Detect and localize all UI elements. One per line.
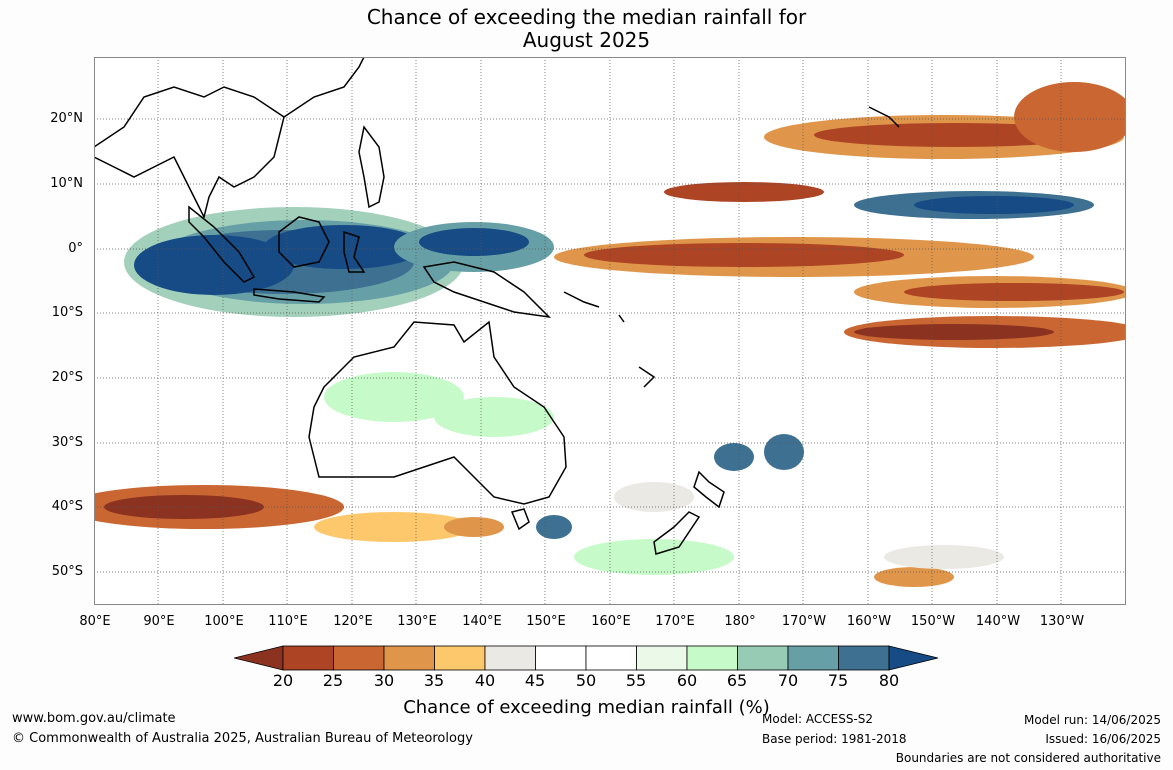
map-title-line-2: August 2025 xyxy=(522,28,651,52)
lat-label-0: 0° xyxy=(68,241,83,256)
footer-base-period: Base period: 1981-2018 xyxy=(762,732,907,746)
sulawesi-coastline xyxy=(343,230,366,273)
lon-label-120e: 120°E xyxy=(333,614,373,629)
footer-model-run: Model run: 14/06/2025 xyxy=(1023,713,1161,727)
colorbar-cell xyxy=(585,645,637,671)
lat-label-50s: 50°S xyxy=(51,564,83,579)
map-title-line-1: Chance of exceeding the median rainfall … xyxy=(366,5,807,29)
colorbar-cell xyxy=(838,645,890,671)
colorbar-label-35: 35 xyxy=(423,671,445,690)
colorbar-label-20: 20 xyxy=(272,671,294,690)
colorbar-label-25: 25 xyxy=(322,671,344,690)
footer-website: www.bom.gov.au/climate xyxy=(12,711,176,726)
rainfall-map xyxy=(94,57,1126,605)
hawaii-coastline xyxy=(868,106,900,128)
colorbar-label-60: 60 xyxy=(676,671,698,690)
vanuatu-coastline xyxy=(618,314,625,323)
lon-label-90e: 90°E xyxy=(143,614,175,629)
colorbar-cell xyxy=(282,645,334,671)
colorbar-cells xyxy=(234,645,939,671)
colorbar-cell xyxy=(636,645,688,671)
new-caledonia-coastline xyxy=(638,366,656,388)
colorbar-label-70: 70 xyxy=(777,671,799,690)
lon-label-110e: 110°E xyxy=(268,614,308,629)
lon-label-150w: 150°W xyxy=(910,614,956,629)
lon-label-160w: 160°W xyxy=(846,614,892,629)
colorbar-cell xyxy=(434,645,486,671)
lon-label-130w: 130°W xyxy=(1039,614,1085,629)
lon-label-170w: 170°W xyxy=(781,614,827,629)
colorbar xyxy=(234,645,939,671)
graticule xyxy=(94,57,1126,605)
lon-label-140w: 140°W xyxy=(975,614,1021,629)
colorbar-label-50: 50 xyxy=(575,671,597,690)
colorbar-label-30: 30 xyxy=(373,671,395,690)
footer-copyright: © Commonwealth of Australia 2025, Austra… xyxy=(12,731,473,746)
lon-label-150e: 150°E xyxy=(526,614,566,629)
lat-label-20s: 20°S xyxy=(51,370,83,385)
footer-disclaimer: Boundaries are not considered authoritat… xyxy=(895,751,1161,765)
lat-label-20n: 20°N xyxy=(50,111,83,126)
coastlines xyxy=(94,57,900,555)
colorbar-title: Chance of exceeding median rainfall (%) xyxy=(403,697,770,718)
solomon-islands-coastline xyxy=(563,291,600,308)
footer-issued: Issued: 16/06/2025 xyxy=(1045,732,1161,746)
map-frame xyxy=(94,57,1126,605)
lon-label-180: 180° xyxy=(724,614,756,629)
sumatra-coastline xyxy=(188,205,256,283)
colorbar-label-45: 45 xyxy=(524,671,546,690)
colorbar-cell xyxy=(484,645,536,671)
colorbar-cell xyxy=(686,645,738,671)
colorbar-cell xyxy=(535,645,587,671)
lat-label-10s: 10°S xyxy=(51,305,83,320)
colorbar-arrow-high xyxy=(888,645,939,671)
tasmania-coastline xyxy=(510,508,530,531)
colorbar-cell xyxy=(787,645,839,671)
footer-model: Model: ACCESS-S2 xyxy=(762,712,874,726)
lon-label-130e: 130°E xyxy=(397,614,437,629)
australia-coastline xyxy=(308,320,567,505)
new-zealand-north-island xyxy=(693,470,725,509)
java-coastline xyxy=(253,288,326,303)
colorbar-cell xyxy=(333,645,385,671)
colorbar-cell xyxy=(383,645,435,671)
lon-label-160e: 160°E xyxy=(591,614,631,629)
colorbar-arrow-low xyxy=(234,645,284,671)
lon-label-170e: 170°E xyxy=(655,614,695,629)
lon-label-140e: 140°E xyxy=(462,614,502,629)
china-coastline xyxy=(283,57,365,118)
new-zealand-south-island xyxy=(653,511,701,555)
colorbar-label-40: 40 xyxy=(474,671,496,690)
colorbar-label-75: 75 xyxy=(827,671,849,690)
borneo-coastline xyxy=(278,216,330,268)
colorbar-label-80: 80 xyxy=(878,671,900,690)
lat-label-30s: 30°S xyxy=(51,435,83,450)
colorbar-label-65: 65 xyxy=(726,671,748,690)
colorbar-cell xyxy=(737,645,789,671)
colorbar-label-55: 55 xyxy=(625,671,647,690)
philippines-coastline xyxy=(358,125,385,209)
southeast-asia-coastline xyxy=(94,86,285,220)
lon-label-80e: 80°E xyxy=(79,614,111,629)
lon-label-100e: 100°E xyxy=(204,614,244,629)
new-guinea-coastline xyxy=(422,261,552,319)
lat-label-40s: 40°S xyxy=(51,499,83,514)
lat-label-10n: 10°N xyxy=(50,176,83,191)
